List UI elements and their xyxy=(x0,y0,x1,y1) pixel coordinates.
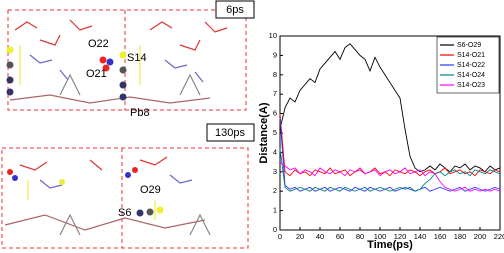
y-tick-label: 1 xyxy=(273,206,277,215)
y-tick-label: 8 xyxy=(273,70,277,79)
x-tick-label: 0 xyxy=(278,232,282,241)
atoms xyxy=(6,46,164,217)
y-tick-label: 5 xyxy=(273,128,277,137)
sticks xyxy=(4,19,228,236)
cell-box xyxy=(7,9,247,111)
legend-label: S14-O21 xyxy=(457,52,485,59)
atom-label: Pb8 xyxy=(130,107,150,119)
x-tick-label: 140 xyxy=(414,232,427,241)
time-box xyxy=(215,0,255,19)
series-line xyxy=(279,161,501,192)
atom-label: S6 xyxy=(118,207,131,219)
legend-label: S6-O29 xyxy=(457,42,481,49)
y-tick-label: 2 xyxy=(273,186,277,195)
y-tick-label: 3 xyxy=(273,167,277,176)
legend-label: S14-O22 xyxy=(457,62,485,69)
x-tick-label: 160 xyxy=(434,232,447,241)
time-box xyxy=(206,123,255,142)
x-tick-label: 200 xyxy=(474,232,487,241)
x-tick-label: 40 xyxy=(316,232,324,241)
series-line xyxy=(279,43,501,173)
y-tick-label: 7 xyxy=(273,89,277,98)
y-tick-label: 0 xyxy=(273,225,277,234)
atom-label: O22 xyxy=(88,38,109,50)
y-tick-label: 9 xyxy=(273,50,277,59)
x-tick-label: 180 xyxy=(454,232,467,241)
x-tick-label: 120 xyxy=(394,232,407,241)
series-line xyxy=(279,117,501,192)
atom-label: S14 xyxy=(127,52,147,64)
structures: 6ps O22 S14 O21 Pb8 130ps O29 S6 xyxy=(1,0,255,249)
series-line xyxy=(279,148,501,192)
x-tick-label: 80 xyxy=(356,232,364,241)
x-tick-label: 220 xyxy=(494,232,504,241)
x-tick-label: 60 xyxy=(336,232,344,241)
y-tick-label: 10 xyxy=(269,31,277,40)
y-tick-label: 4 xyxy=(273,147,277,156)
x-axis-label: Time(ps) xyxy=(367,239,413,251)
time-label: 6ps xyxy=(226,4,244,16)
legend-label: S14-O23 xyxy=(457,82,485,89)
time-label: 130ps xyxy=(215,127,245,139)
y-tick-label: 6 xyxy=(273,109,277,118)
atom-label: O21 xyxy=(86,68,107,80)
atom-label: O29 xyxy=(140,184,161,196)
y-axis-label: Distance(A) xyxy=(258,102,270,163)
cell-box xyxy=(1,147,249,249)
x-tick-label: 20 xyxy=(296,232,304,241)
legend-label: S14-O24 xyxy=(457,72,485,79)
x-tick-label: 100 xyxy=(374,232,387,241)
